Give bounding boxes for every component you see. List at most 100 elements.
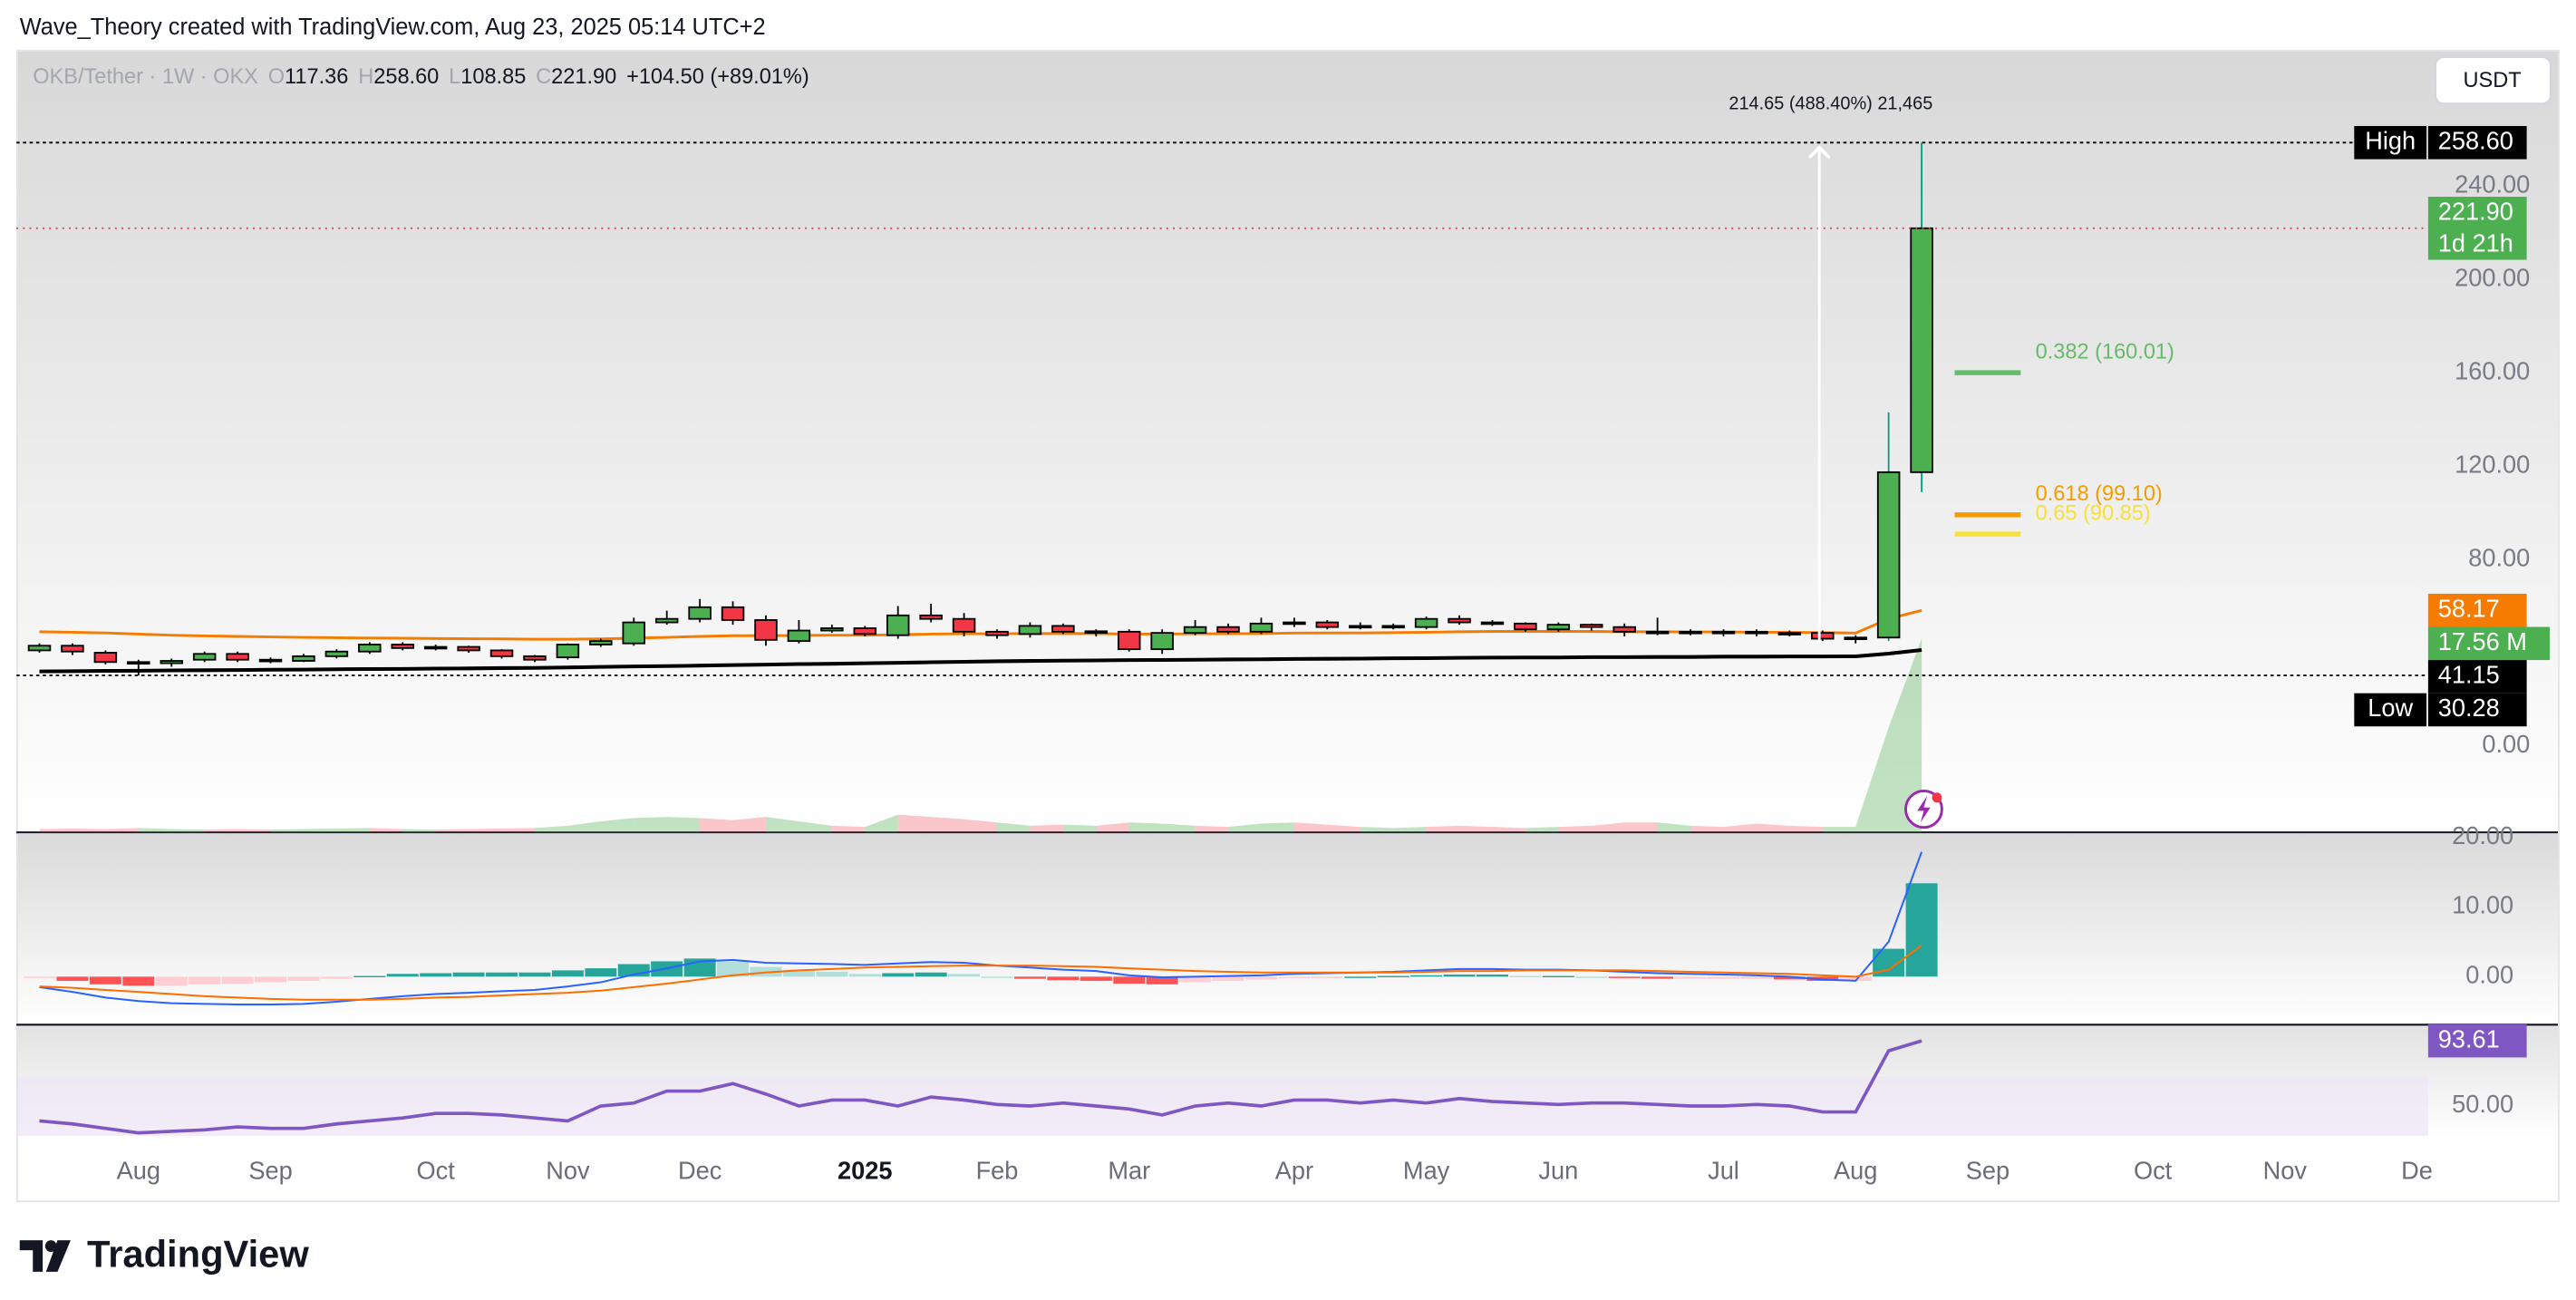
measure-label: 214.65 (488.40%) 21,465	[1729, 93, 1932, 113]
alert-icon[interactable]	[1904, 790, 1943, 829]
candle-body	[391, 644, 414, 649]
rsi-band	[17, 1076, 2428, 1136]
fib-label: 0.382 (160.01)	[2036, 340, 2174, 364]
volume-area	[204, 829, 238, 833]
volume-area	[799, 821, 832, 833]
volume-area	[765, 817, 799, 833]
icon-dot	[1932, 792, 1942, 803]
price-name: High	[2365, 126, 2416, 154]
usdt-button[interactable]: USDT	[2435, 56, 2552, 105]
price-label: 258.60	[2438, 126, 2513, 154]
volume-area	[435, 829, 470, 833]
ohlc-value: 221.90	[551, 65, 616, 89]
x-tick-label: Oct	[2134, 1156, 2173, 1184]
macd-histogram-bar	[24, 976, 55, 978]
y-tick-label: 20.00	[2452, 821, 2513, 849]
macd-histogram-bar	[1311, 976, 1343, 978]
candle-body	[820, 627, 844, 632]
macd-histogram-bar	[1080, 976, 1112, 981]
candle-body	[886, 614, 910, 636]
volume-area	[1327, 824, 1361, 833]
volume-area	[1591, 822, 1625, 833]
candle-body	[27, 645, 52, 652]
candle-body	[1216, 626, 1240, 633]
macd-histogram-bar	[1708, 976, 1739, 979]
volume-area	[732, 817, 766, 833]
candle-body	[1480, 621, 1505, 626]
price-name: Low	[2368, 694, 2413, 722]
x-tick-label: Mar	[1108, 1156, 1150, 1184]
ma-label-box	[2427, 593, 2527, 627]
price-label-box	[2427, 126, 2527, 160]
x-tick-label: Aug	[1834, 1156, 1877, 1184]
candle-body	[1645, 630, 1670, 635]
candle-body	[1580, 624, 1603, 628]
x-tick-label: Nov	[2263, 1156, 2308, 1184]
currency-label[interactable]: USDT	[2464, 69, 2522, 92]
price-name-box	[2354, 693, 2427, 727]
ohlc-value: 117.36	[285, 65, 348, 89]
volume-label-box	[2427, 626, 2550, 661]
volume-area	[1723, 823, 1757, 833]
x-tick-label: May	[1403, 1156, 1450, 1184]
ohlc-value: 258.60	[373, 65, 439, 89]
candle-body	[1546, 624, 1571, 631]
macd-histogram-bar	[915, 972, 947, 977]
ohlc-key: C	[536, 65, 551, 89]
currency-button[interactable]	[2435, 56, 2552, 105]
moving-average	[39, 608, 1922, 641]
logo-text: TradingView	[87, 1232, 309, 1275]
x-tick-label: Dec	[678, 1156, 721, 1184]
volume-area	[270, 829, 304, 833]
macd-histogram-bar	[1839, 976, 1872, 981]
volume-area	[72, 828, 106, 833]
candle-body	[1448, 617, 1471, 624]
volume-area	[964, 819, 998, 833]
volume-area	[1558, 825, 1592, 833]
candle-body	[1679, 630, 1702, 635]
macd-histogram-bar	[353, 975, 386, 978]
candle-body	[258, 658, 283, 663]
volume-area	[600, 818, 634, 833]
price-label: 221.90	[2438, 197, 2513, 225]
x-tick-label: Aug	[117, 1156, 160, 1184]
logo: TradingView	[19, 1232, 309, 1276]
fib-label: 0.618 (99.10)	[2036, 482, 2163, 506]
fib-label: 0.65 (90.85)	[2036, 501, 2151, 525]
macd-histogram-bar	[717, 961, 750, 977]
candle-body	[358, 644, 382, 653]
chart-layer: OKB/Tether · 1W · OKX O117.36 H258.60 L108.…	[16, 65, 2550, 1184]
volume-area	[1888, 638, 1922, 833]
candle-body	[952, 617, 976, 633]
macd-histogram-bar	[1278, 976, 1311, 978]
candle-body	[292, 655, 315, 662]
y-tick-label: 10.00	[2452, 891, 2513, 919]
volume-area	[1756, 823, 1790, 833]
macd-histogram-bar	[320, 976, 353, 979]
price-pane	[17, 51, 2559, 833]
candle-body	[1612, 626, 1636, 633]
candle-body	[457, 645, 480, 652]
x-tick-label: Jul	[1708, 1156, 1739, 1184]
volume-area	[534, 825, 568, 833]
volume-area	[1525, 827, 1559, 833]
candle-body	[1381, 625, 1405, 629]
macd-histogram-bar	[56, 976, 89, 981]
candle-body	[226, 653, 249, 661]
macd-histogram-bar	[1740, 976, 1773, 979]
volume-area	[634, 817, 667, 833]
volume-area	[1162, 823, 1196, 833]
candle-body	[654, 617, 679, 624]
y-tick-label: 0.00	[2465, 960, 2513, 988]
candle-body	[1315, 621, 1340, 628]
candle-body	[1018, 625, 1042, 635]
candle-body	[1745, 630, 1768, 635]
volume-area	[1128, 822, 1163, 833]
volume-area	[1855, 727, 1889, 833]
volume-area	[1492, 827, 1525, 833]
candle-body	[1084, 630, 1109, 635]
price-label-box	[2427, 197, 2527, 260]
macd-histogram-bar	[782, 969, 815, 977]
macd-histogram-bar	[386, 974, 419, 977]
macd-histogram-bar	[1146, 976, 1178, 985]
